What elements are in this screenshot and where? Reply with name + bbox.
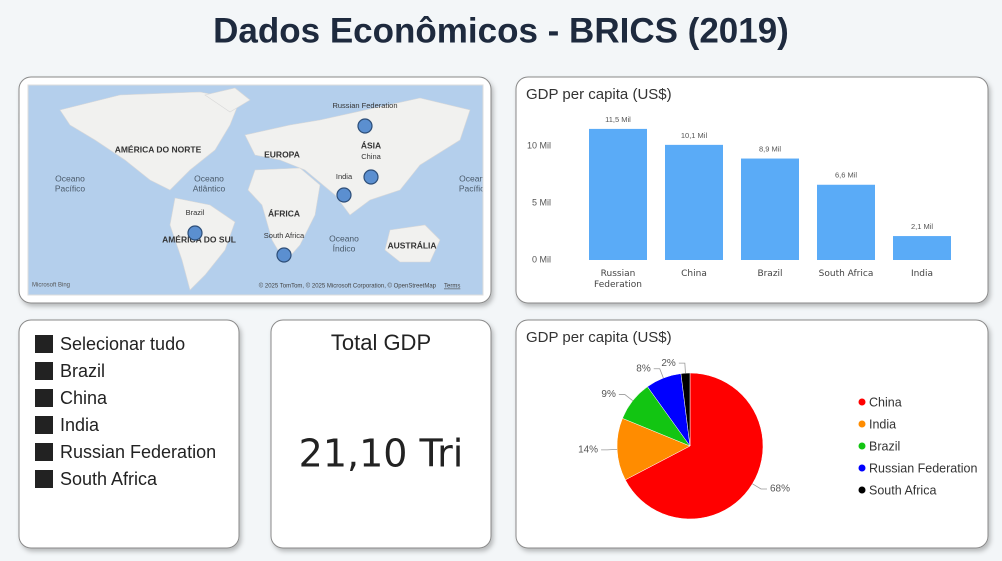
leader-line bbox=[618, 394, 633, 402]
legend-marker bbox=[858, 486, 866, 494]
legend-marker bbox=[858, 398, 866, 406]
bar bbox=[741, 158, 799, 260]
map-point bbox=[363, 169, 379, 185]
slicer-item: Russian Federation bbox=[60, 442, 216, 462]
y-tick-label: 5 Mil bbox=[532, 197, 551, 207]
slicer-panel bbox=[18, 319, 240, 549]
slicer-item: South Africa bbox=[60, 469, 158, 489]
map-point bbox=[336, 187, 352, 203]
x-tick-label-box: India bbox=[910, 269, 934, 279]
x-tick-label-box: Russian Federation bbox=[594, 269, 642, 290]
checkbox bbox=[35, 362, 53, 380]
card-title: Total GDP bbox=[331, 330, 431, 355]
data-label: 8% bbox=[636, 363, 651, 374]
map-label: Oceano bbox=[55, 173, 85, 183]
map-label: Pacífico bbox=[55, 183, 86, 193]
map-point bbox=[357, 118, 373, 134]
checkbox bbox=[35, 389, 53, 407]
data-label: 6,6 Mil bbox=[835, 171, 857, 180]
map-terms: Terms bbox=[444, 284, 460, 290]
checkbox bbox=[35, 443, 53, 461]
legend-label: India bbox=[869, 417, 896, 431]
map-label: Oceano bbox=[194, 173, 224, 183]
map-label: Oceano bbox=[459, 173, 489, 183]
legend-marker bbox=[858, 464, 866, 472]
map-point-label: China bbox=[361, 152, 381, 161]
x-tick-label: China bbox=[681, 269, 707, 279]
checkbox bbox=[35, 470, 53, 488]
data-label: 10,1 Mil bbox=[681, 131, 708, 140]
map-point-label: India bbox=[336, 172, 353, 181]
map-label: EUROPA bbox=[264, 149, 300, 159]
data-label: 14% bbox=[578, 445, 598, 456]
leader-line bbox=[653, 368, 664, 379]
pie-slice bbox=[616, 418, 691, 481]
slicer-item: India bbox=[60, 415, 100, 435]
data-label: 2,1 Mil bbox=[911, 222, 933, 231]
map: AMÉRICA DO NORTE EUROPAÁSIAÁFRICAAMÉRICA … bbox=[0, 85, 490, 295]
x-tick-label-box: South Africa bbox=[818, 269, 874, 279]
card-value: 21,10 Tri bbox=[299, 432, 464, 476]
leader-line bbox=[752, 483, 768, 490]
data-label: 68% bbox=[770, 484, 790, 495]
bar bbox=[893, 236, 951, 260]
map-point-label: Brazil bbox=[186, 208, 205, 217]
bar bbox=[817, 184, 875, 260]
map-label: Oceano bbox=[329, 233, 359, 243]
legend-label: Russian Federation bbox=[869, 461, 977, 475]
map-label: AUSTRÁLIA bbox=[387, 240, 436, 250]
map-label: Pacífico bbox=[459, 183, 490, 193]
card-panel bbox=[270, 319, 492, 549]
map-attribution: © 2025 TomTom, © 2025 Microsoft Corporat… bbox=[259, 283, 437, 290]
chart-title: GDP per capita (US$) bbox=[526, 329, 672, 346]
map-label: AMÉRICA DO NORTE bbox=[115, 144, 202, 154]
legend-label: Brazil bbox=[869, 439, 900, 453]
slicer-item: Brazil bbox=[60, 361, 105, 381]
data-label: 8,9 Mil bbox=[759, 145, 781, 154]
legend-label: China bbox=[869, 395, 902, 409]
data-label: 9% bbox=[601, 389, 616, 400]
x-tick-label: Brazil bbox=[757, 269, 783, 279]
data-label: 2% bbox=[661, 358, 676, 369]
x-tick-label-box: China bbox=[681, 269, 707, 279]
land bbox=[59, 87, 471, 291]
slicer-item: China bbox=[60, 388, 108, 408]
map-point bbox=[187, 225, 203, 241]
legend-marker bbox=[858, 442, 866, 450]
map-point-label: Russian Federation bbox=[332, 101, 397, 110]
map-point-label: South Africa bbox=[264, 231, 305, 240]
map-logo: Microsoft Bing bbox=[32, 283, 70, 289]
map-label: ÁFRICA bbox=[268, 208, 300, 218]
legend-label: South Africa bbox=[869, 483, 936, 497]
x-tick-label-box: Brazil bbox=[757, 269, 783, 279]
bar bbox=[665, 144, 723, 260]
y-tick-label: 0 Mil bbox=[532, 254, 551, 264]
checkbox bbox=[35, 335, 53, 353]
checkbox bbox=[35, 416, 53, 434]
leader-line bbox=[678, 362, 686, 374]
chart-title: GDP per capita (US$) bbox=[526, 86, 672, 103]
map-point bbox=[276, 247, 292, 263]
map-label: ÁSIA bbox=[361, 140, 381, 150]
map-label: AUSTRÁLIA bbox=[0, 240, 15, 250]
data-label: 11,5 Mil bbox=[605, 115, 631, 124]
y-tick-label: 10 Mil bbox=[527, 140, 551, 150]
legend-marker bbox=[858, 420, 866, 428]
map-label: Atlântico bbox=[193, 183, 226, 193]
x-tick-label: Russian Federation bbox=[594, 269, 642, 290]
page-title: Dados Econômicos - BRICS (2019) bbox=[213, 11, 789, 50]
x-tick-label: South Africa bbox=[818, 269, 874, 279]
x-tick-label: India bbox=[910, 269, 934, 279]
map-border bbox=[27, 84, 484, 296]
bar bbox=[589, 128, 647, 260]
map-label: Índico bbox=[333, 243, 356, 253]
slicer-item: Selecionar tudo bbox=[60, 334, 185, 354]
